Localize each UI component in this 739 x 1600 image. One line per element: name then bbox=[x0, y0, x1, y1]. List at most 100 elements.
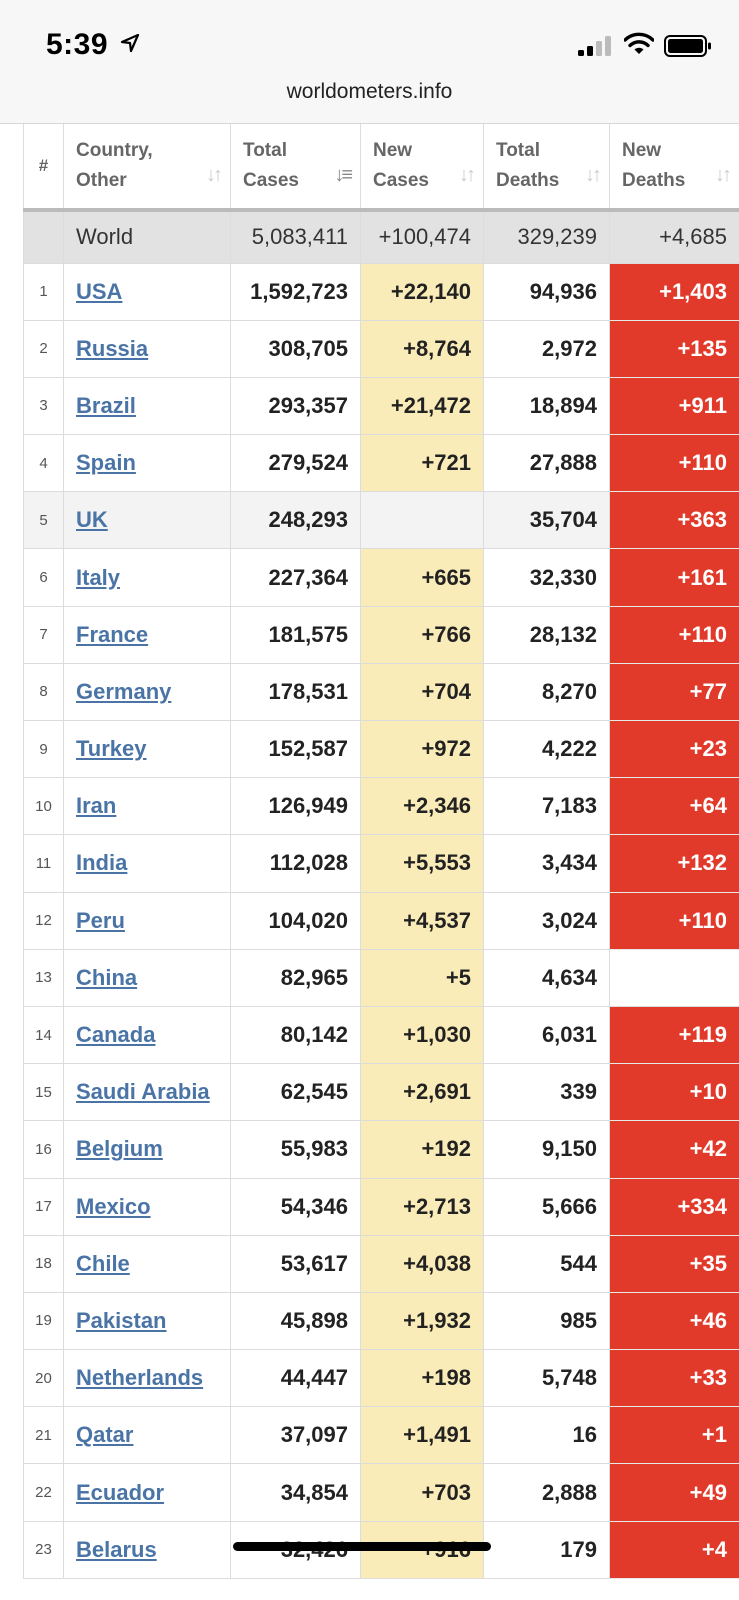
header-new-cases[interactable]: New Cases ↓↑ bbox=[360, 124, 484, 212]
country-link[interactable]: China bbox=[76, 964, 138, 990]
country-cell: Peru bbox=[63, 891, 231, 950]
world-new-deaths-cell: +4,685 bbox=[609, 209, 739, 264]
country-link[interactable]: USA bbox=[76, 278, 123, 304]
total-deaths-cell: 16 bbox=[483, 1406, 610, 1465]
total-cases-cell: 55,983 bbox=[230, 1120, 361, 1179]
table-row: 13 China 82,965 +5 4,634 bbox=[23, 948, 739, 1007]
rank-cell: 16 bbox=[23, 1120, 64, 1179]
country-link[interactable]: India bbox=[76, 850, 128, 876]
country-link[interactable]: Germany bbox=[76, 678, 172, 704]
coronavirus-table: # Country, Other ↓↑ Total Cases ↓≡ New C… bbox=[23, 124, 739, 1579]
total-deaths-cell: 32,330 bbox=[483, 548, 610, 607]
header-total-cases[interactable]: Total Cases ↓≡ bbox=[230, 124, 361, 212]
country-link[interactable]: Belgium bbox=[76, 1136, 163, 1162]
rank-cell: 18 bbox=[23, 1234, 64, 1293]
rank-cell: 8 bbox=[23, 662, 64, 722]
new-cases-cell: +1,491 bbox=[360, 1406, 484, 1465]
table-row: 19 Pakistan 45,898 +1,932 985 +46 bbox=[23, 1291, 739, 1351]
country-link[interactable]: Canada bbox=[76, 1022, 156, 1048]
country-link[interactable]: Chile bbox=[76, 1250, 130, 1276]
table-row: 20 Netherlands 44,447 +198 5,748 +33 bbox=[23, 1349, 739, 1408]
country-cell: Qatar bbox=[63, 1406, 231, 1465]
country-link[interactable]: Pakistan bbox=[76, 1307, 167, 1333]
total-deaths-cell: 3,024 bbox=[483, 891, 610, 950]
total-cases-cell: 53,617 bbox=[230, 1234, 361, 1293]
url-text: worldometers.info bbox=[286, 80, 453, 103]
new-deaths-cell: +35 bbox=[609, 1234, 739, 1293]
country-cell: UK bbox=[63, 491, 231, 550]
country-link[interactable]: Qatar bbox=[76, 1422, 134, 1448]
new-deaths-cell: +110 bbox=[609, 434, 739, 493]
new-cases-cell: +192 bbox=[360, 1120, 484, 1179]
total-cases-cell: 34,854 bbox=[230, 1463, 361, 1522]
table-row: 14 Canada 80,142 +1,030 6,031 +119 bbox=[23, 1005, 739, 1065]
new-cases-cell: +665 bbox=[360, 548, 484, 607]
header-rank[interactable]: # bbox=[23, 124, 64, 212]
battery-icon bbox=[664, 35, 711, 57]
total-cases-cell: 37,097 bbox=[230, 1406, 361, 1465]
country-link[interactable]: Ecuador bbox=[76, 1479, 165, 1505]
table-row: 6 Italy 227,364 +665 32,330 +161 bbox=[23, 548, 739, 607]
country-link[interactable]: Russia bbox=[76, 335, 149, 361]
new-cases-cell: +4,537 bbox=[360, 891, 484, 950]
total-deaths-cell: 5,666 bbox=[483, 1177, 610, 1236]
country-link[interactable]: Belarus bbox=[76, 1536, 157, 1562]
country-link[interactable]: Brazil bbox=[76, 392, 136, 418]
total-cases-cell: 152,587 bbox=[230, 719, 361, 779]
header-total-deaths[interactable]: Total Deaths ↓↑ bbox=[483, 124, 610, 212]
table-row: 2 Russia 308,705 +8,764 2,972 +135 bbox=[23, 319, 739, 378]
total-cases-cell: 54,346 bbox=[230, 1177, 361, 1236]
header-country[interactable]: Country, Other ↓↑ bbox=[63, 124, 231, 212]
rank-cell: 20 bbox=[23, 1349, 64, 1408]
country-cell: India bbox=[63, 834, 231, 893]
home-indicator[interactable] bbox=[233, 1542, 491, 1551]
total-cases-cell: 248,293 bbox=[230, 491, 361, 550]
total-deaths-cell: 3,434 bbox=[483, 834, 610, 893]
country-link[interactable]: Saudi Arabia bbox=[76, 1079, 210, 1105]
header-total-cases-line2: Cases bbox=[243, 170, 299, 191]
country-link[interactable]: Iran bbox=[76, 793, 117, 819]
world-new-cases-cell: +100,474 bbox=[360, 209, 484, 264]
new-deaths-cell: +10 bbox=[609, 1063, 739, 1122]
rank-cell: 4 bbox=[23, 434, 64, 493]
address-bar[interactable]: worldometers.info bbox=[0, 78, 739, 124]
total-deaths-cell: 5,748 bbox=[483, 1349, 610, 1408]
table-row: 17 Mexico 54,346 +2,713 5,666 +334 bbox=[23, 1177, 739, 1236]
country-cell: USA bbox=[63, 262, 231, 321]
sort-descending-icon: ↓≡ bbox=[334, 164, 353, 186]
location-arrow-icon bbox=[120, 33, 140, 53]
table-row: 11 India 112,028 +5,553 3,434 +132 bbox=[23, 834, 739, 893]
header-total-cases-line1: Total bbox=[243, 140, 287, 161]
total-deaths-cell: 2,888 bbox=[483, 1463, 610, 1522]
table-row: 16 Belgium 55,983 +192 9,150 +42 bbox=[23, 1120, 739, 1179]
cases-table: # Country, Other ↓↑ Total Cases ↓≡ New C… bbox=[23, 124, 739, 1579]
total-cases-cell: 45,898 bbox=[230, 1291, 361, 1351]
country-link[interactable]: Turkey bbox=[76, 736, 147, 762]
country-cell: Brazil bbox=[63, 376, 231, 436]
new-cases-cell bbox=[360, 491, 484, 550]
country-cell: Saudi Arabia bbox=[63, 1063, 231, 1122]
country-link[interactable]: UK bbox=[76, 507, 108, 533]
country-link[interactable]: Netherlands bbox=[76, 1365, 204, 1391]
new-deaths-cell: +132 bbox=[609, 834, 739, 893]
new-deaths-cell: +119 bbox=[609, 1005, 739, 1065]
header-new-cases-line1: New bbox=[373, 140, 413, 161]
country-link[interactable]: France bbox=[76, 621, 149, 647]
total-deaths-cell: 94,936 bbox=[483, 262, 610, 321]
country-cell: Spain bbox=[63, 434, 231, 493]
country-cell: Iran bbox=[63, 777, 231, 836]
rank-cell: 6 bbox=[23, 548, 64, 607]
country-cell: Ecuador bbox=[63, 1463, 231, 1522]
country-link[interactable]: Mexico bbox=[76, 1193, 151, 1219]
header-new-deaths[interactable]: New Deaths ↓↑ bbox=[609, 124, 739, 212]
header-country-line2: Other bbox=[76, 170, 127, 191]
rank-cell: 14 bbox=[23, 1005, 64, 1065]
new-cases-cell: +2,713 bbox=[360, 1177, 484, 1236]
world-name-cell: World bbox=[63, 209, 231, 264]
total-cases-cell: 178,531 bbox=[230, 662, 361, 722]
country-link[interactable]: Italy bbox=[76, 564, 121, 590]
country-link[interactable]: Peru bbox=[76, 907, 125, 933]
country-cell: Italy bbox=[63, 548, 231, 607]
country-link[interactable]: Spain bbox=[76, 450, 136, 476]
total-deaths-cell: 9,150 bbox=[483, 1120, 610, 1179]
